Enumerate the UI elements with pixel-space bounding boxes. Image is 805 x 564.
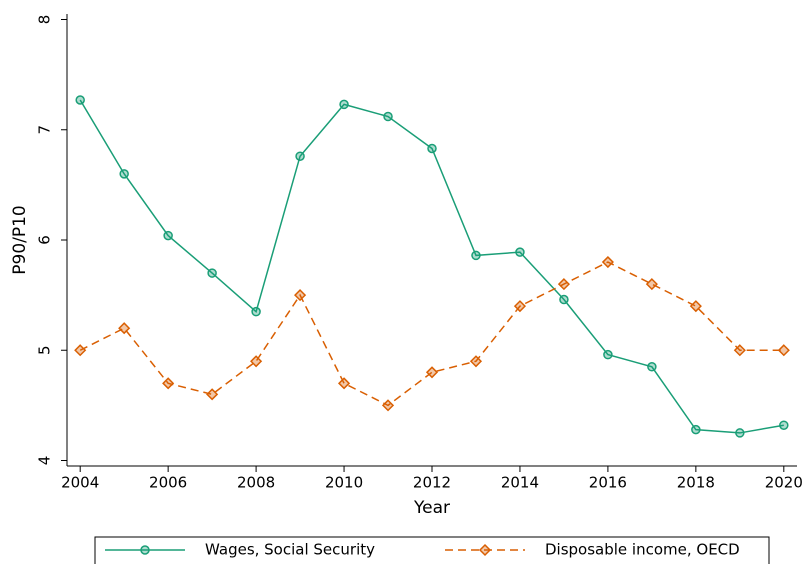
point — [645, 278, 658, 291]
point — [691, 424, 701, 435]
point — [294, 289, 307, 302]
legend-marker — [478, 543, 492, 557]
x-tick-label: 2006 — [149, 474, 187, 492]
point — [515, 247, 525, 257]
point — [601, 255, 614, 269]
x-tick-label: 2010 — [325, 474, 363, 492]
y-tick-label: 7 — [36, 125, 54, 135]
y-axis-title: P90/P10 — [10, 205, 30, 275]
point — [337, 377, 351, 390]
series-line — [79, 261, 784, 407]
point — [162, 377, 175, 390]
point — [647, 362, 657, 372]
point — [427, 143, 437, 154]
point — [295, 151, 305, 161]
y-tick-label: 4 — [36, 456, 54, 466]
series-line — [79, 99, 784, 434]
y-tick-label: 5 — [36, 345, 54, 355]
point — [119, 169, 129, 179]
point — [339, 99, 349, 110]
point — [777, 344, 790, 357]
point — [735, 428, 745, 438]
x-axis-title: Year — [413, 498, 450, 518]
x-tick-label: 2014 — [501, 474, 539, 492]
y-tick-label: 6 — [36, 235, 54, 245]
x-tick-label: 2016 — [589, 474, 627, 492]
point — [471, 250, 481, 261]
point — [425, 366, 439, 379]
point — [75, 95, 85, 105]
x-tick-label: 2018 — [677, 474, 715, 492]
point — [779, 420, 789, 430]
point — [733, 344, 746, 357]
x-tick-label: 2004 — [61, 474, 99, 492]
point — [603, 349, 613, 360]
x-tick-label: 2008 — [237, 474, 275, 492]
legend-label: Disposable income, OECD — [545, 541, 740, 559]
point — [383, 111, 393, 122]
x-tick-label: 2012 — [413, 474, 451, 492]
point — [557, 278, 570, 291]
point — [74, 344, 87, 357]
point — [206, 388, 219, 401]
point — [513, 300, 527, 313]
x-tick-label: 2020 — [765, 474, 803, 492]
point — [689, 300, 702, 313]
point — [250, 355, 263, 368]
legend-marker — [140, 545, 150, 555]
point — [381, 399, 395, 412]
point — [118, 322, 131, 335]
point — [207, 268, 217, 278]
point — [469, 355, 483, 368]
point — [163, 230, 173, 241]
point — [251, 306, 261, 317]
legend-box — [94, 536, 770, 564]
legend-label: Wages, Social Security — [205, 541, 375, 559]
point — [559, 294, 569, 305]
y-tick-label: 8 — [36, 15, 54, 25]
